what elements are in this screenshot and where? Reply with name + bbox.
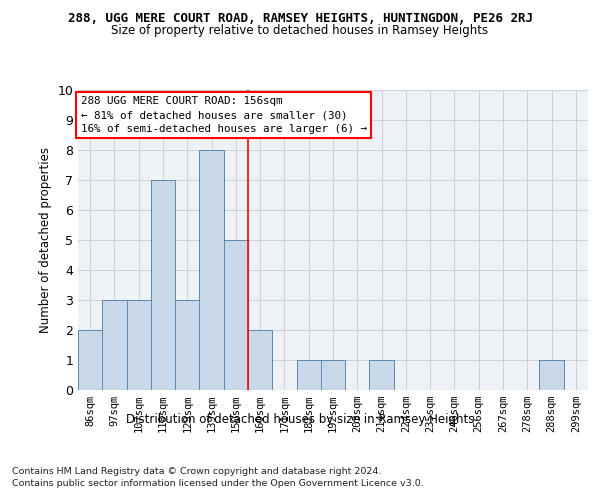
Bar: [539, 360, 564, 390]
Y-axis label: Number of detached properties: Number of detached properties: [39, 147, 52, 333]
Bar: [199, 150, 224, 390]
Bar: [78, 330, 102, 390]
Bar: [127, 300, 151, 390]
Text: 288, UGG MERE COURT ROAD, RAMSEY HEIGHTS, HUNTINGDON, PE26 2RJ: 288, UGG MERE COURT ROAD, RAMSEY HEIGHTS…: [67, 12, 533, 26]
Bar: [175, 300, 199, 390]
Bar: [370, 360, 394, 390]
Bar: [296, 360, 321, 390]
Bar: [224, 240, 248, 390]
Bar: [102, 300, 127, 390]
Text: Contains public sector information licensed under the Open Government Licence v3: Contains public sector information licen…: [12, 479, 424, 488]
Text: Size of property relative to detached houses in Ramsey Heights: Size of property relative to detached ho…: [112, 24, 488, 37]
Bar: [248, 330, 272, 390]
Text: 288 UGG MERE COURT ROAD: 156sqm
← 81% of detached houses are smaller (30)
16% of: 288 UGG MERE COURT ROAD: 156sqm ← 81% of…: [80, 96, 367, 134]
Bar: [151, 180, 175, 390]
Bar: [321, 360, 345, 390]
Text: Contains HM Land Registry data © Crown copyright and database right 2024.: Contains HM Land Registry data © Crown c…: [12, 468, 382, 476]
Text: Distribution of detached houses by size in Ramsey Heights: Distribution of detached houses by size …: [126, 412, 474, 426]
